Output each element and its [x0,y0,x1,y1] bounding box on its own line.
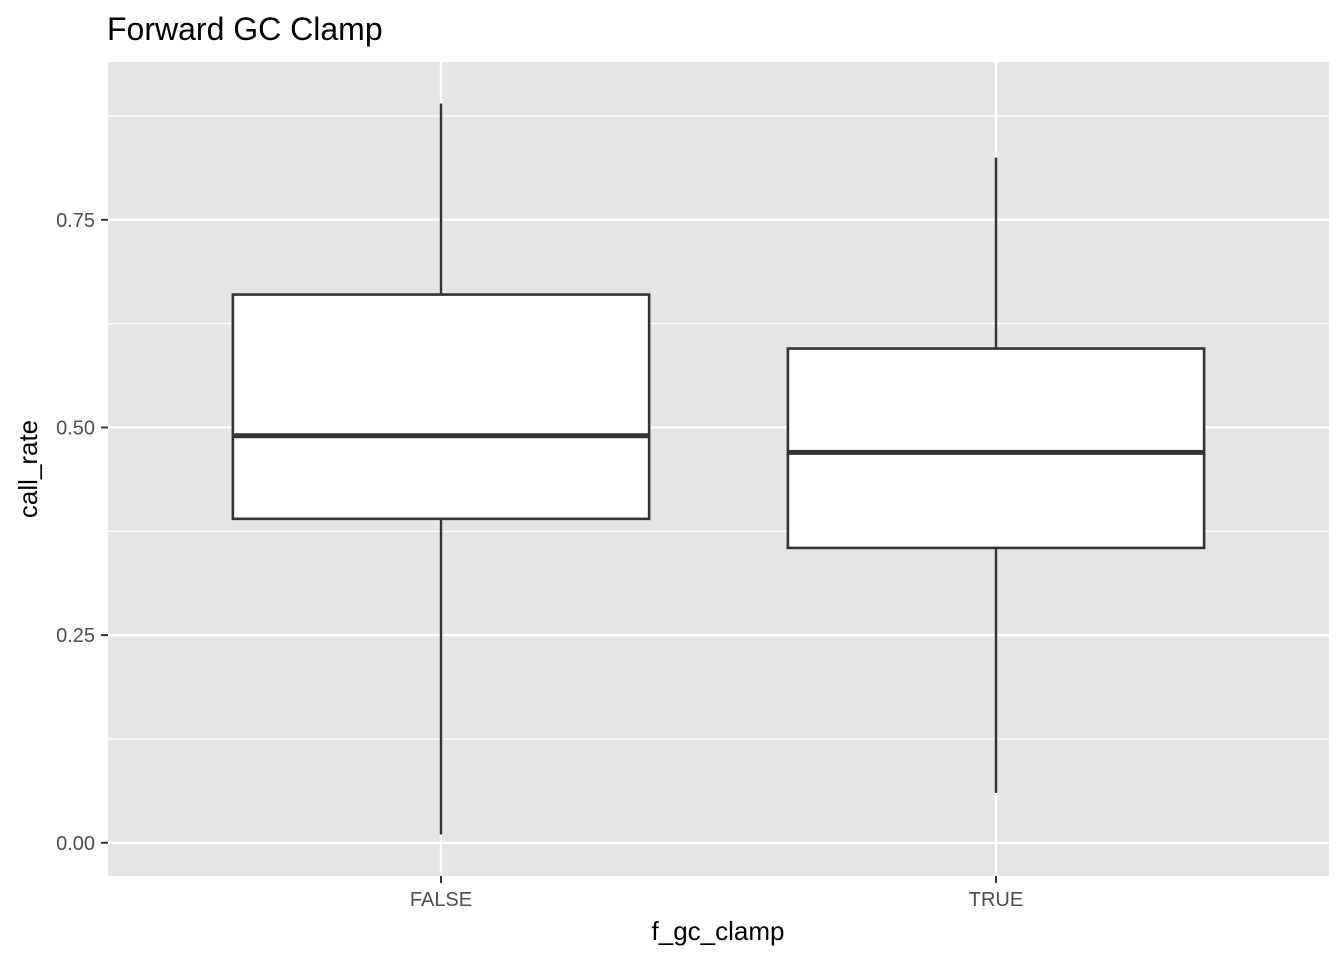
box-iqr [786,347,1206,550]
y-tick-label: 0.50 [56,417,95,439]
y-axis-title: call_rate [13,420,43,518]
box-iqr [231,293,651,521]
x-axis-title: f_gc_clamp [652,916,785,946]
y-tick-label: 0.75 [56,210,95,232]
y-axis: 0.00 0.25 0.50 0.75 [56,210,108,855]
boxplot-false [231,103,651,835]
x-tick-label: TRUE [969,889,1023,911]
x-tick-label: FALSE [410,889,472,911]
y-tick-label: 0.00 [56,833,95,855]
x-axis: FALSE TRUE [410,876,1023,911]
boxplots [231,103,1206,835]
chart-title: Forward GC Clamp [107,11,383,47]
boxplot-true [786,157,1206,793]
y-tick-label: 0.25 [56,625,95,647]
